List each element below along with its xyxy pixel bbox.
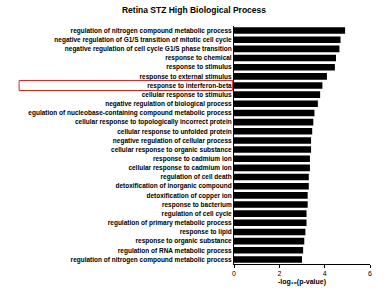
svg-text:6: 6 [368, 270, 372, 277]
svg-text:response to organic substance: response to organic substance [136, 237, 232, 245]
svg-text:detoxification of inorganic co: detoxification of inorganic compound [115, 182, 231, 190]
svg-text:response to bacterium: response to bacterium [162, 201, 232, 209]
svg-text:egulation of nucleobase-contai: egulation of nucleobase-containing compo… [28, 109, 232, 117]
svg-text:2: 2 [277, 270, 281, 277]
svg-text:regulation of primary metaboli: regulation of primary metabolic process [108, 219, 232, 227]
svg-text:negative regulation of cellula: negative regulation of cellular process [113, 137, 232, 145]
svg-text:response to cadmium ion: response to cadmium ion [153, 155, 232, 163]
svg-text:regulation of nitrogen compoun: regulation of nitrogen compound metaboli… [71, 256, 232, 264]
svg-text:-log₁₀(p-value): -log₁₀(p-value) [278, 278, 326, 286]
svg-text:response to chemical: response to chemical [165, 54, 232, 62]
svg-text:negative regulation of G1/S tr: negative regulation of G1/S transition o… [54, 36, 232, 44]
svg-text:regulation of RNA metabolic pr: regulation of RNA metabolic process [118, 247, 232, 255]
svg-text:regulation of cell cycle: regulation of cell cycle [162, 210, 232, 218]
svg-text:detoxification of copper ion: detoxification of copper ion [146, 192, 231, 200]
svg-text:response to stimulus: response to stimulus [166, 63, 232, 71]
svg-text:response to lipid: response to lipid [180, 228, 232, 236]
svg-text:cellular response to topologic: cellular response to topologically incor… [75, 118, 232, 126]
svg-text:4: 4 [323, 270, 327, 277]
svg-text:cellular response to stimulus: cellular response to stimulus [142, 91, 232, 99]
svg-text:negative regulation of cell cy: negative regulation of cell cycle G1/S p… [65, 45, 232, 53]
svg-text:Retina STZ High Biological Pro: Retina STZ High Biological Process [122, 5, 266, 15]
svg-text:response to interferon-beta: response to interferon-beta [147, 82, 232, 90]
svg-text:response to external stimulus: response to external stimulus [140, 73, 232, 81]
svg-text:0: 0 [232, 270, 236, 277]
svg-text:cellular response to unfolded: cellular response to unfolded protein [117, 128, 232, 136]
svg-text:regulation of cell death: regulation of cell death [161, 173, 232, 181]
svg-text:negative regulation of biologi: negative regulation of biological proces… [105, 100, 232, 108]
svg-text:cellular response to organic s: cellular response to organic substance [111, 146, 232, 154]
svg-text:regulation of nitrogen compoun: regulation of nitrogen compound metaboli… [71, 27, 232, 35]
svg-text:cellular response to cadmium i: cellular response to cadmium ion [128, 164, 231, 172]
